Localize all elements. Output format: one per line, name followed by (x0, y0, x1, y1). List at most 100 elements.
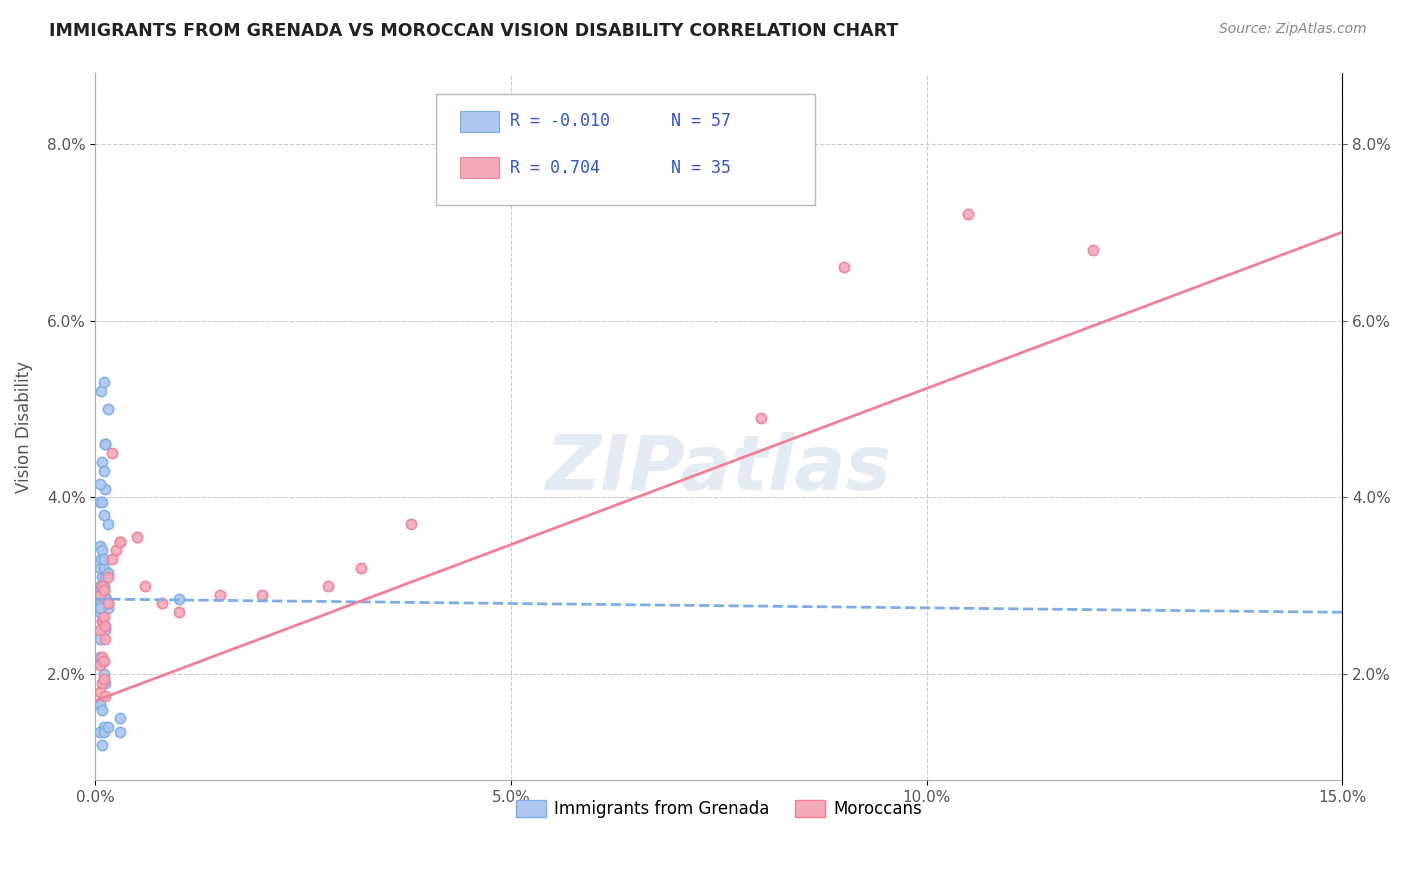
Point (97, 570, 120, 584)
Point (89, 561, 111, 575)
Point (110, 724, 132, 739)
Point (91, 614, 114, 628)
Point (90, 597, 112, 611)
Point (150, 597, 173, 611)
Point (93, 592, 115, 607)
Point (167, 592, 190, 607)
Point (89, 724, 111, 739)
Point (94, 482, 117, 496)
Point (93, 672, 115, 686)
Text: N = 35: N = 35 (671, 159, 731, 177)
Point (97, 401, 120, 416)
Point (134, 579, 156, 593)
Point (401, 516, 423, 531)
Point (97, 516, 120, 531)
Point (91, 588, 114, 602)
Point (101, 552, 124, 566)
Point (94, 570, 117, 584)
Point (89, 685, 111, 699)
Point (97, 597, 120, 611)
Point (93, 583, 115, 598)
Point (91, 455, 114, 469)
Point (89, 477, 111, 491)
Text: R = -0.010: R = -0.010 (510, 112, 610, 130)
Point (89, 605, 111, 619)
Point (94, 676, 117, 690)
Text: Source: ZipAtlas.com: Source: ZipAtlas.com (1219, 22, 1367, 37)
Point (93, 508, 115, 522)
Point (89, 649, 111, 664)
Point (93, 583, 115, 598)
Point (957, 207, 980, 221)
Point (90, 384, 112, 399)
Point (89, 583, 111, 598)
Point (89, 632, 111, 646)
Point (93, 376, 115, 390)
Point (91, 654, 114, 668)
Point (110, 711, 132, 725)
Point (89, 495, 111, 509)
Point (167, 605, 190, 619)
Point (93, 464, 115, 478)
Point (91, 543, 114, 558)
Point (91, 614, 114, 628)
Point (89, 579, 111, 593)
Point (105, 543, 128, 558)
Point (110, 534, 132, 549)
Point (93, 654, 115, 668)
Point (93, 552, 115, 566)
Point (91, 649, 114, 664)
Point (94, 597, 117, 611)
Point (91, 738, 114, 752)
Point (89, 600, 111, 615)
Point (101, 446, 124, 460)
Point (94, 618, 117, 632)
Point (91, 579, 114, 593)
Point (97, 566, 120, 580)
Point (89, 623, 111, 637)
Point (96, 592, 118, 607)
Text: N = 57: N = 57 (671, 112, 731, 130)
Point (97, 597, 120, 611)
Point (89, 698, 111, 713)
Point (350, 561, 373, 575)
Point (93, 618, 115, 632)
Point (94, 437, 117, 451)
Point (125, 530, 148, 544)
Point (89, 539, 111, 553)
Point (93, 588, 115, 602)
Point (89, 588, 111, 602)
Point (93, 724, 115, 739)
Point (93, 667, 115, 681)
Point (94, 690, 117, 704)
Point (91, 495, 114, 509)
Point (91, 592, 114, 607)
Point (250, 588, 273, 602)
Point (832, 260, 855, 275)
Point (94, 623, 117, 637)
Text: R = 0.704: R = 0.704 (510, 159, 600, 177)
Point (1081, 243, 1104, 257)
Point (316, 579, 339, 593)
Y-axis label: Vision Disability: Vision Disability (15, 360, 32, 492)
Point (97, 720, 120, 734)
Point (89, 597, 111, 611)
Point (89, 658, 111, 673)
Text: ZIPatlas: ZIPatlas (546, 432, 891, 506)
Point (94, 632, 117, 646)
Point (94, 437, 117, 451)
Point (209, 588, 232, 602)
Legend: Immigrants from Grenada, Moroccans: Immigrants from Grenada, Moroccans (509, 794, 928, 825)
Point (93, 609, 115, 624)
Point (110, 534, 132, 549)
Point (91, 570, 114, 584)
Point (93, 579, 115, 593)
Text: IMMIGRANTS FROM GRENADA VS MOROCCAN VISION DISABILITY CORRELATION CHART: IMMIGRANTS FROM GRENADA VS MOROCCAN VISI… (49, 22, 898, 40)
Point (97, 600, 120, 615)
Point (749, 410, 772, 425)
Point (93, 561, 115, 575)
Point (94, 592, 117, 607)
Point (93, 720, 115, 734)
Point (91, 676, 114, 690)
Point (90, 552, 112, 566)
